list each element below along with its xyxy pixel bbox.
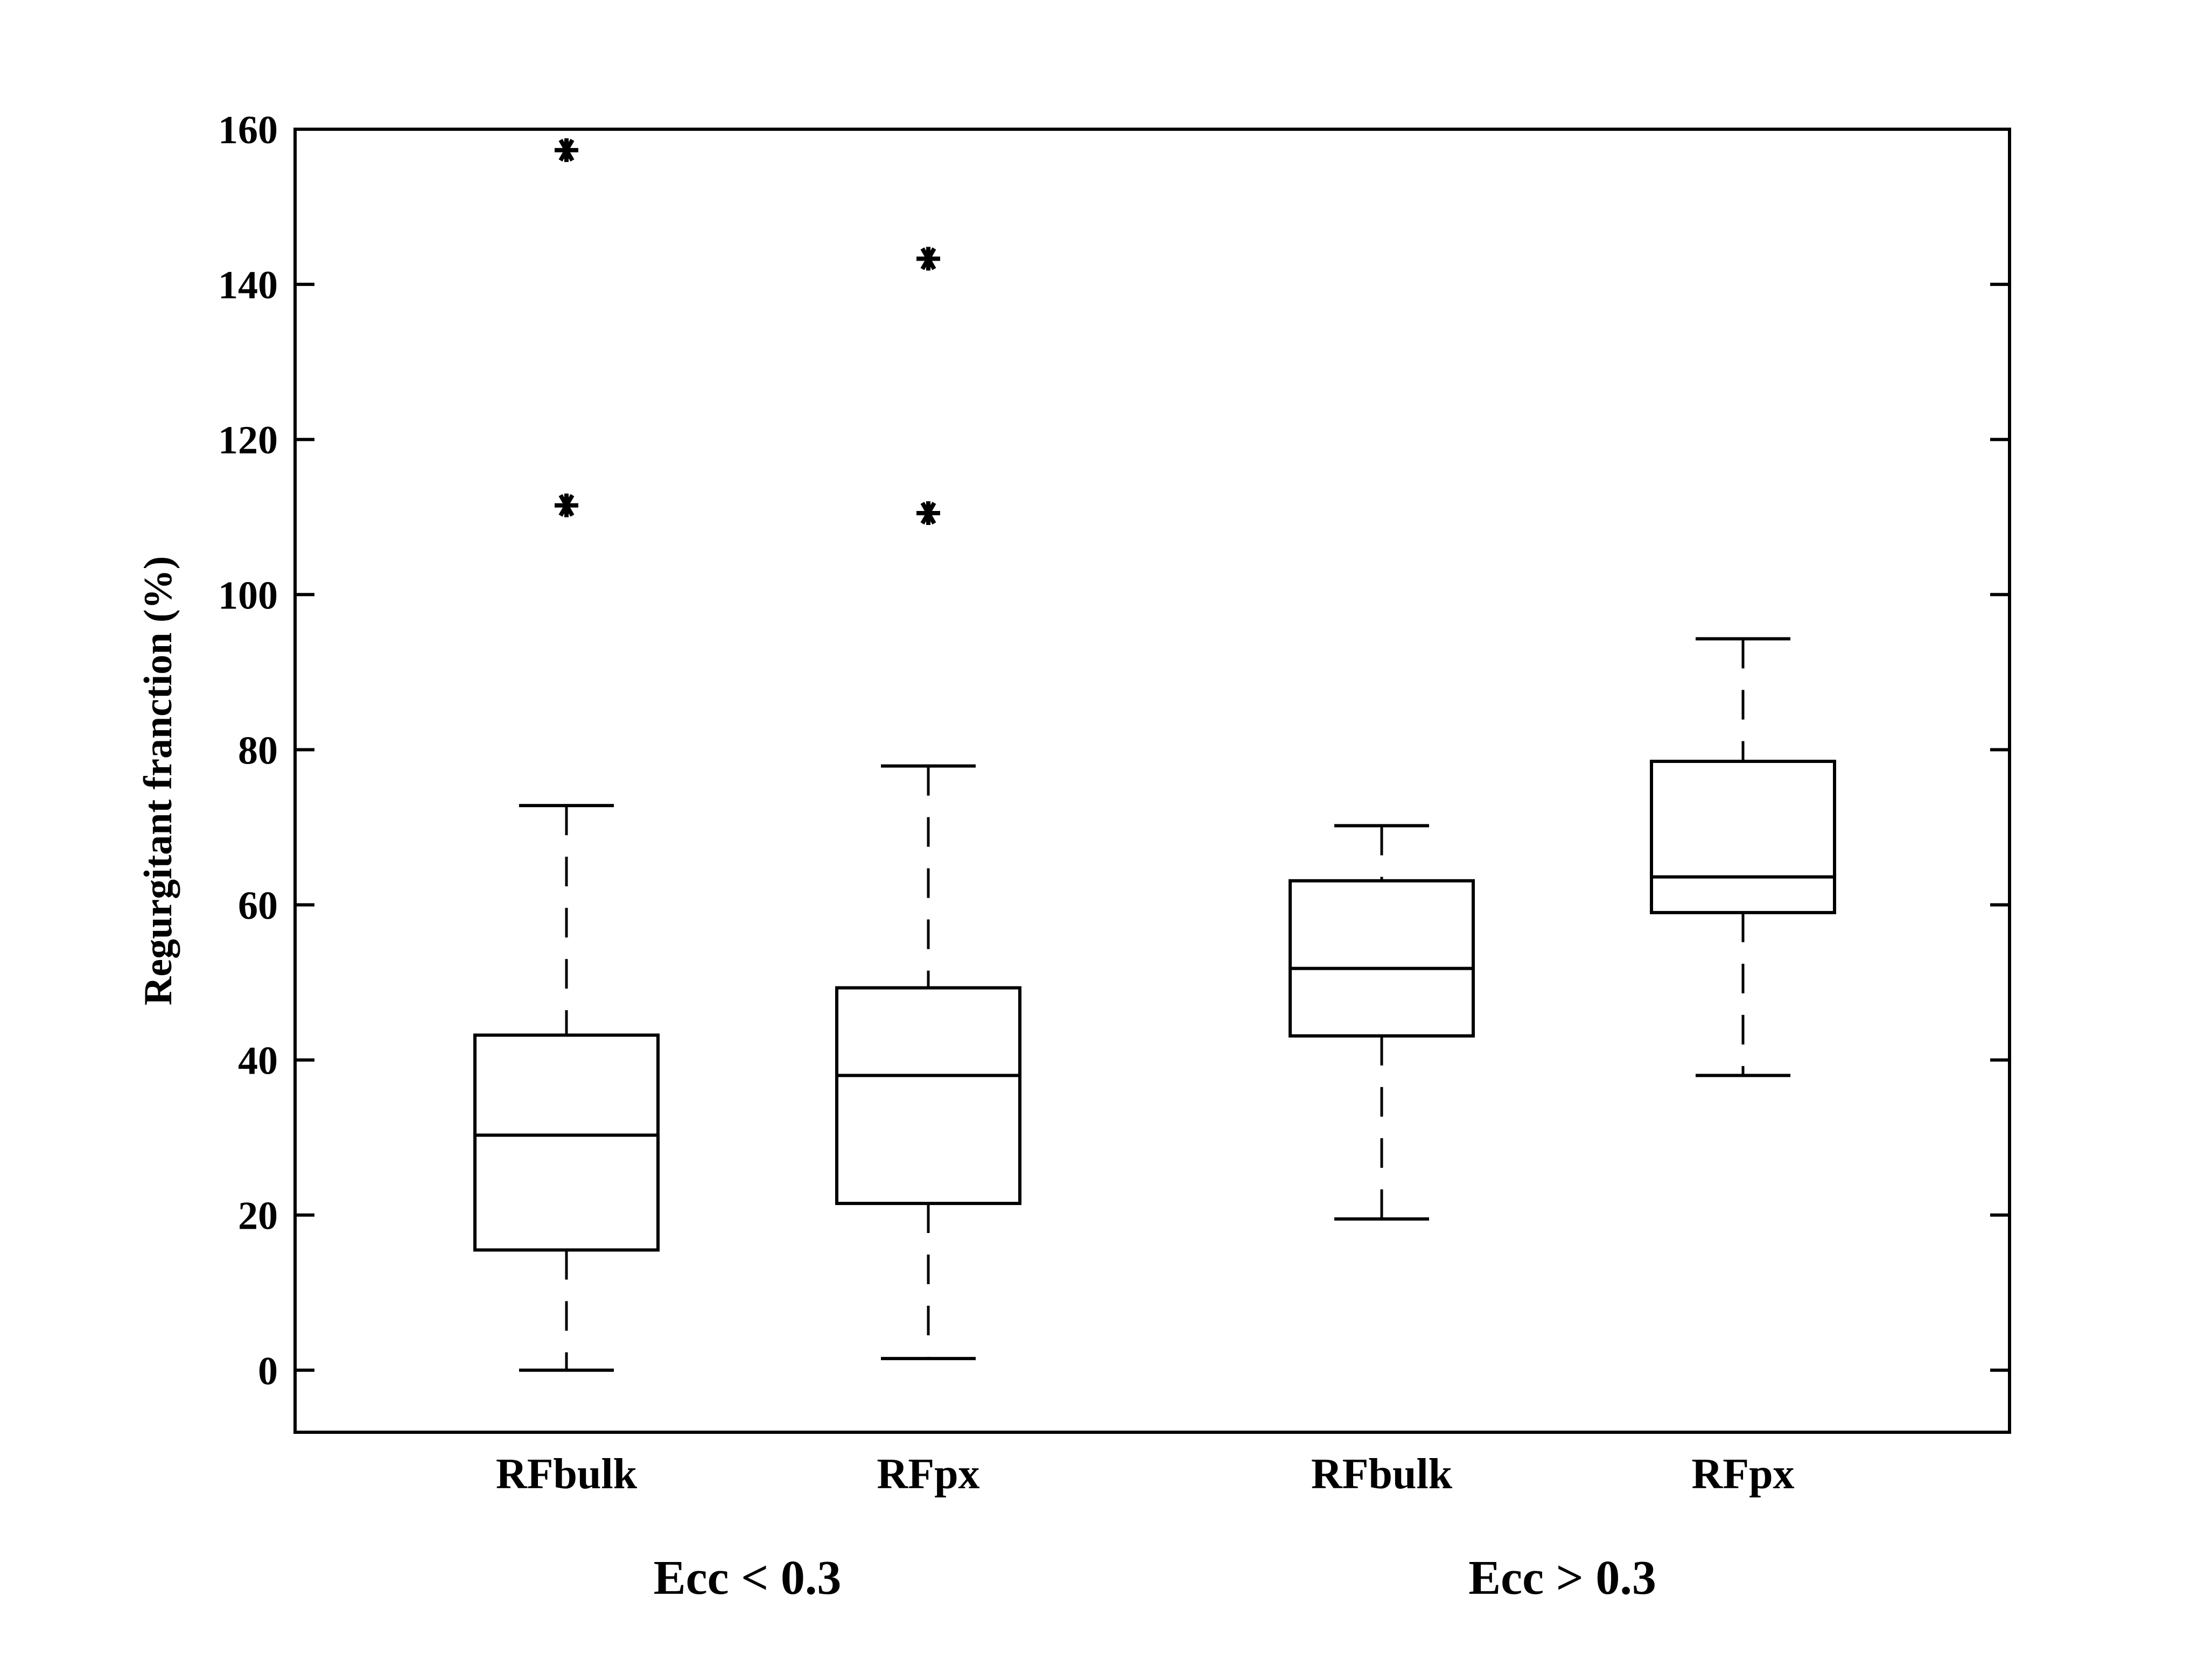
y-tick-label: 100 [218,573,278,618]
x-category-label: RFpx [1691,1451,1794,1498]
y-axis-title: Regurgitant franction (%) [136,556,180,1005]
x-category-label: RFpx [877,1451,979,1498]
y-tick-label: 0 [258,1349,278,1393]
outlier-marker [555,493,578,517]
y-tick-label: 80 [238,729,278,773]
y-tick-label: 120 [218,418,278,463]
x-category-label: RFbulk [1311,1451,1453,1498]
y-tick-label: 20 [238,1194,278,1238]
box-rfbulk [473,138,660,1372]
y-tick-label: 60 [238,884,278,928]
y-tick-label: 40 [238,1039,278,1083]
plot-frame [293,128,2011,1434]
y-axis: 0 20 40 60 80 100 120 140 160 [218,108,2010,1393]
x-group-label: Ecc > 0.3 [1468,1551,1656,1605]
iqr-box [1289,879,1475,1038]
iqr-box [1650,759,1836,914]
box-rfpx [835,247,1021,1361]
y-tick-label: 140 [218,263,278,307]
x-axis-labels: RFbulk RFpx Ecc < 0.3 RFbulk RFpx Ecc > 0.3 [496,1451,1795,1605]
box-rfbulk [1289,824,1475,1221]
x-group-label: Ecc < 0.3 [654,1551,842,1605]
box-series [473,138,1836,1372]
y-tick-label: 160 [218,108,278,152]
outlier-marker [555,138,578,162]
outlier-marker [916,247,940,271]
iqr-box [835,986,1021,1206]
outlier-marker [916,501,940,526]
box-rfpx [1650,637,1836,1077]
x-category-label: RFbulk [496,1451,638,1498]
iqr-box [473,1033,660,1252]
